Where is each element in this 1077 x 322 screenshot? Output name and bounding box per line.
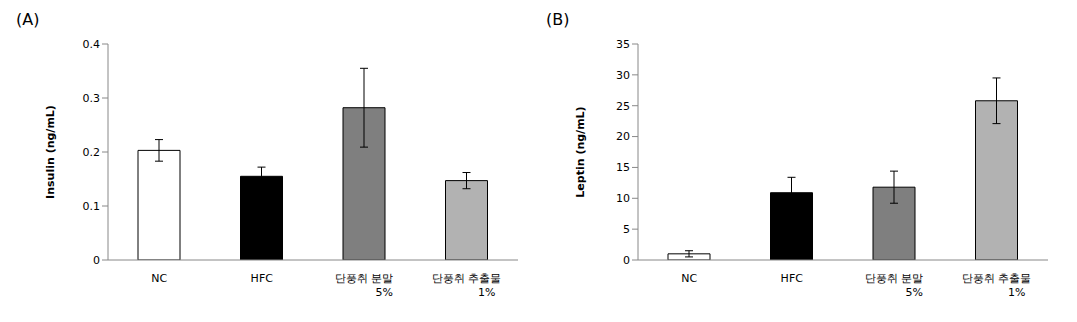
svg-text:HFC: HFC [781,272,804,285]
svg-text:NC: NC [151,272,167,285]
svg-text:0.4: 0.4 [83,38,101,51]
svg-text:단풍취 분말5%: 단풍취 분말5% [335,272,394,299]
svg-text:0: 0 [93,254,100,267]
svg-text:단풍취 분말5%: 단풍취 분말5% [865,272,924,299]
svg-text:35: 35 [616,38,630,51]
html-text:(A): (A) [16,10,40,29]
svg-text:15: 15 [616,161,630,174]
svg-text:단풍취 추출물1%: 단풍취 추출물1% [962,272,1032,299]
svg-text:Leptin (ng/mL): Leptin (ng/mL) [574,106,587,197]
svg-text:20: 20 [616,130,630,143]
svg-text:NC: NC [681,272,697,285]
svg-text:0.2: 0.2 [83,146,101,159]
svg-text:HFC: HFC [251,272,274,285]
svg-text:Insulin (ng/mL): Insulin (ng/mL) [44,105,57,199]
svg-text:0.3: 0.3 [83,92,101,105]
svg-text:25: 25 [616,100,630,113]
svg-text:5: 5 [623,223,630,236]
html-text:(B): (B) [546,10,570,29]
svg-text:30: 30 [616,69,630,82]
svg-text:10: 10 [616,192,630,205]
svg-text:0.1: 0.1 [83,200,101,213]
svg-text:0: 0 [623,254,630,267]
svg-text:단풍취 추출물1%: 단풍취 추출물1% [432,272,502,299]
